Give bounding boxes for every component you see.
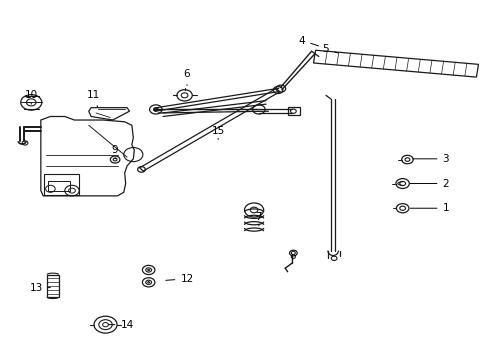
Text: 10: 10 — [24, 90, 38, 104]
Text: 2: 2 — [409, 179, 448, 189]
Text: 15: 15 — [211, 126, 224, 139]
Circle shape — [153, 108, 158, 111]
Text: 1: 1 — [409, 203, 448, 213]
Text: 8: 8 — [288, 251, 295, 261]
Text: 5: 5 — [322, 45, 337, 54]
Text: 4: 4 — [298, 36, 318, 46]
Text: 11: 11 — [87, 90, 100, 107]
Text: 12: 12 — [165, 274, 193, 284]
Bar — [287, 107, 299, 116]
Text: 14: 14 — [108, 320, 133, 330]
Bar — [44, 174, 79, 195]
Text: 3: 3 — [412, 154, 448, 164]
Text: 6: 6 — [183, 69, 190, 85]
Text: 7: 7 — [255, 212, 262, 226]
Bar — [47, 275, 59, 297]
Bar — [48, 181, 69, 191]
Text: 9: 9 — [112, 145, 118, 159]
Text: 13: 13 — [29, 283, 50, 293]
